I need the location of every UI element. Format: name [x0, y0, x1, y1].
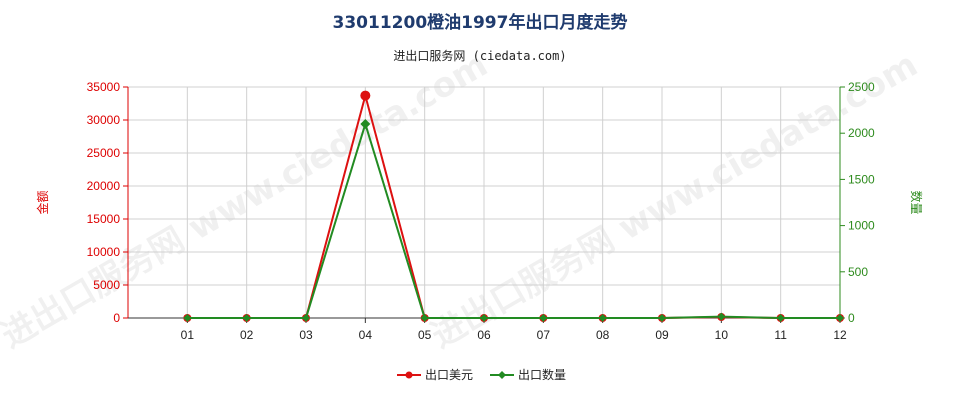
left-axis-title: 金额	[35, 190, 50, 214]
left-tick-label: 10000	[87, 245, 121, 259]
legend-label-quantity: 出口数量	[518, 367, 566, 382]
x-tick-label: 05	[418, 328, 432, 342]
data-point-quantity	[539, 314, 548, 322]
data-point-quantity	[836, 314, 844, 322]
x-tick-label: 06	[477, 328, 491, 342]
series-line-quantity	[187, 120, 840, 319]
data-point-quantity	[776, 314, 785, 322]
data-point-quantity	[183, 314, 192, 322]
data-point-quantity	[480, 314, 488, 322]
left-tick-label: 25000	[87, 146, 121, 160]
right-tick-label: 2500	[848, 80, 875, 94]
chart-title: 33011200橙油1997年出口月度走势	[332, 13, 628, 33]
data-point-quantity	[420, 314, 429, 322]
right-tick-label: 2000	[848, 126, 875, 140]
x-tick-label: 04	[359, 328, 373, 342]
right-tick-label: 1500	[848, 172, 875, 186]
data-point-amount	[360, 90, 371, 101]
left-tick-label: 5000	[93, 278, 120, 292]
right-tick-label: 0	[848, 311, 855, 325]
x-tick-label: 11	[774, 328, 787, 342]
watermark-text: 进出口服务网 www.ciedata.com	[0, 45, 494, 357]
legend-swatch-marker-amount	[405, 371, 413, 379]
left-tick-label: 20000	[87, 179, 121, 193]
left-tick-label: 0	[113, 311, 120, 325]
x-tick-label: 02	[240, 328, 254, 342]
chart-subtitle: 进出口服务网 (ciedata.com)	[393, 49, 567, 63]
right-tick-label: 500	[848, 265, 868, 279]
data-point-quantity	[598, 314, 607, 322]
right-tick-label: 1000	[848, 219, 875, 233]
data-point-quantity	[360, 118, 371, 129]
x-tick-label: 08	[596, 328, 610, 342]
x-tick-label: 07	[537, 328, 551, 342]
data-point-quantity	[302, 314, 310, 322]
left-tick-label: 35000	[87, 80, 121, 94]
left-tick-label: 30000	[87, 113, 121, 127]
legend-swatch-marker-quantity	[498, 371, 506, 379]
data-point-quantity	[242, 314, 251, 322]
x-tick-label: 03	[299, 328, 313, 342]
x-tick-label: 09	[655, 328, 669, 342]
legend-label-amount: 出口美元	[425, 368, 473, 382]
x-tick-label: 10	[715, 328, 729, 342]
data-point-quantity	[658, 314, 666, 322]
x-tick-label: 12	[833, 328, 847, 342]
left-tick-label: 15000	[87, 212, 121, 226]
series	[183, 90, 844, 322]
legend: 出口美元 出口数量	[397, 367, 566, 382]
data-point-quantity	[717, 312, 726, 321]
x-tick-label: 01	[181, 328, 195, 342]
right-axis-title: 数量	[909, 190, 924, 214]
